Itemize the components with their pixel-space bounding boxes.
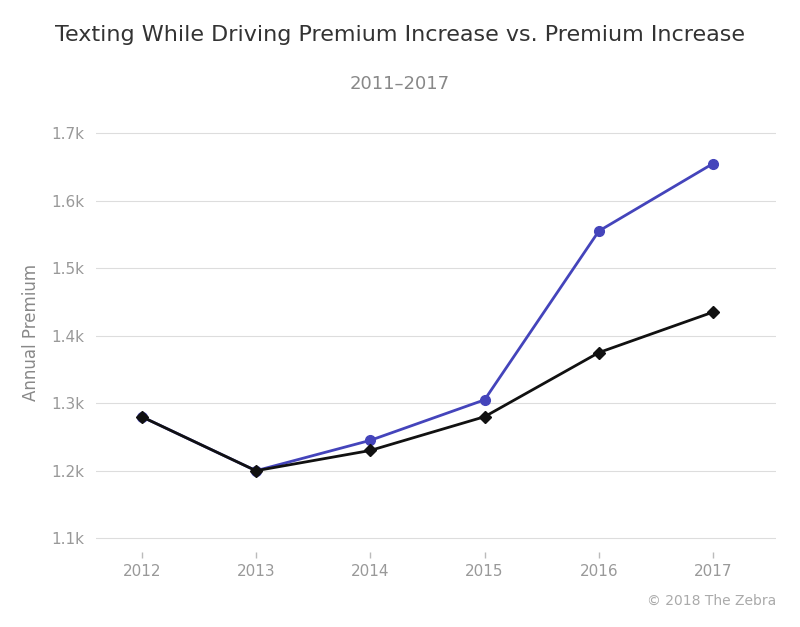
Text: 2011–2017: 2011–2017 — [350, 75, 450, 93]
Text: Texting While Driving Premium Increase vs. Premium Increase: Texting While Driving Premium Increase v… — [55, 25, 745, 45]
Y-axis label: Annual Premium: Annual Premium — [22, 264, 40, 401]
Text: © 2018 The Zebra: © 2018 The Zebra — [646, 593, 776, 608]
